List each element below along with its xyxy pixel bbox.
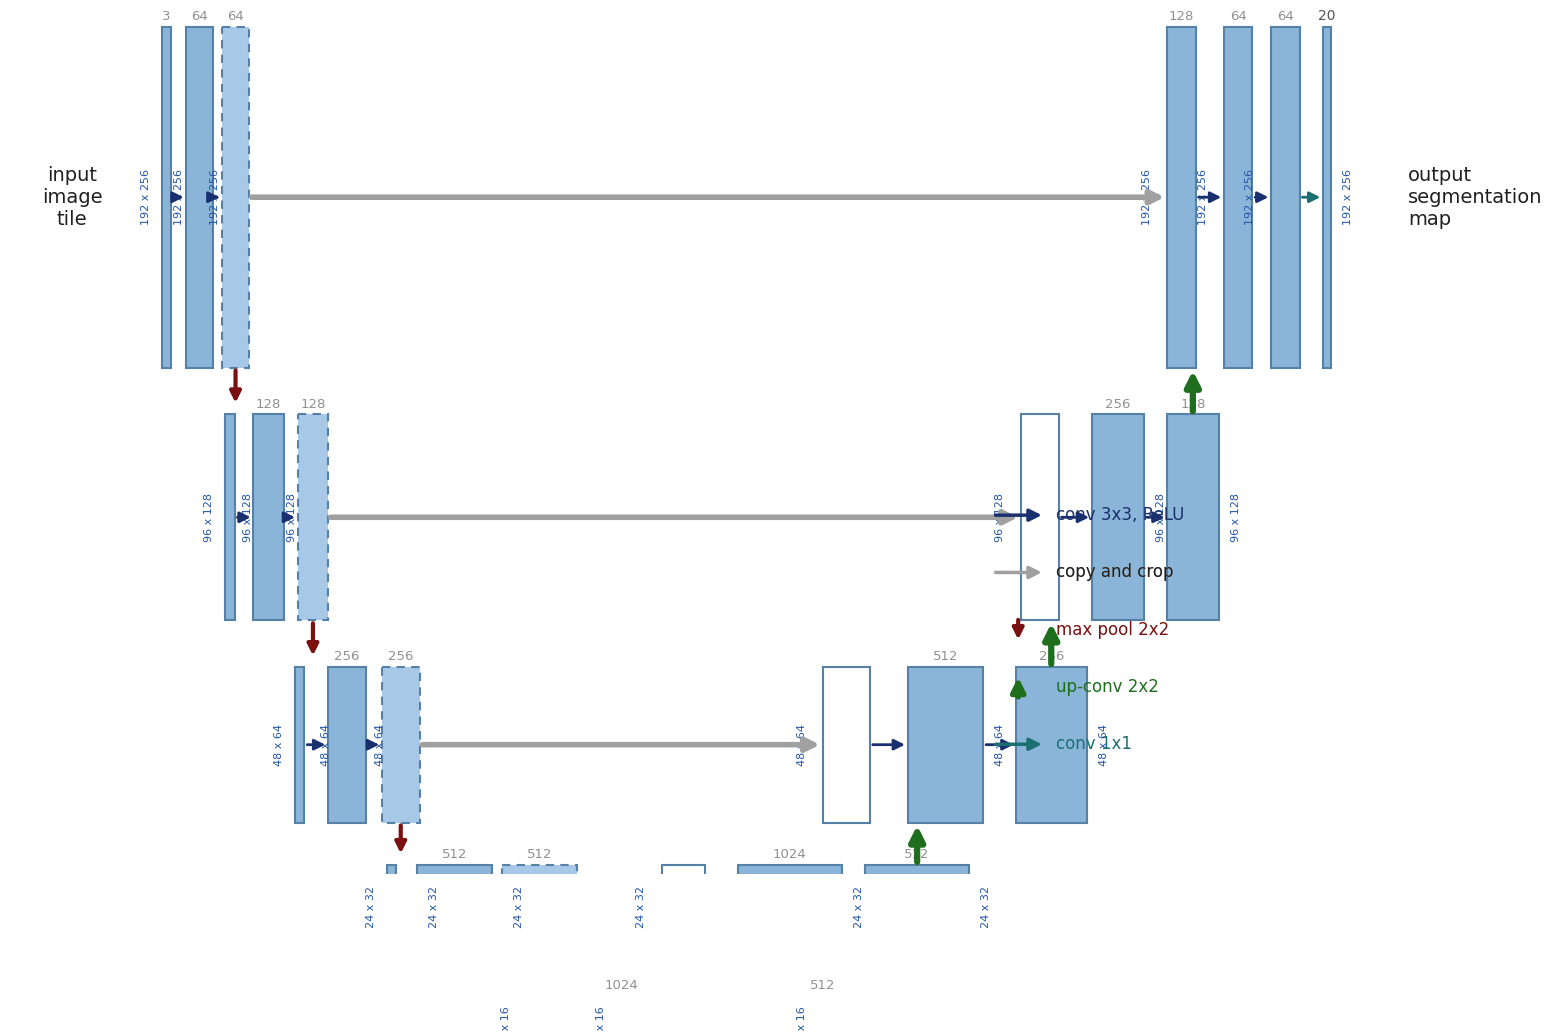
Text: 48 x 64: 48 x 64 [274, 724, 285, 766]
Bar [865, 865, 969, 949]
Bar [328, 667, 365, 823]
Text: max pool 2x2: max pool 2x2 [1056, 621, 1169, 639]
Bar [569, 996, 673, 1036]
Bar [476, 996, 578, 1036]
Text: 128: 128 [1180, 398, 1205, 410]
Bar [662, 865, 704, 949]
Text: 48 x 64: 48 x 64 [375, 724, 386, 766]
Bar [1022, 414, 1059, 621]
Bar [1272, 27, 1300, 368]
Text: 256: 256 [334, 651, 359, 663]
Text: 512: 512 [933, 651, 958, 663]
Bar [295, 667, 305, 823]
Text: 96 x 128: 96 x 128 [1232, 493, 1241, 542]
Bar [253, 414, 283, 621]
Text: 512: 512 [442, 848, 468, 861]
Text: 64: 64 [1277, 10, 1294, 23]
Text: 128: 128 [1169, 10, 1194, 23]
Text: 192 x 256: 192 x 256 [210, 169, 219, 225]
Bar [737, 865, 841, 949]
Text: 1024: 1024 [773, 848, 807, 861]
Text: 24 x 32: 24 x 32 [854, 886, 863, 928]
Text: 512: 512 [527, 848, 552, 861]
Text: 48 x 64: 48 x 64 [1099, 724, 1109, 766]
Bar [823, 667, 869, 823]
Text: 48 x 64: 48 x 64 [995, 724, 1005, 766]
Text: 256: 256 [1104, 398, 1130, 410]
Text: 64: 64 [191, 10, 208, 23]
Text: 20: 20 [1319, 9, 1336, 23]
Text: 48 x 64: 48 x 64 [322, 724, 331, 766]
Text: 96 x 128: 96 x 128 [288, 493, 297, 542]
Bar [771, 996, 875, 1036]
Text: 96 x 128: 96 x 128 [995, 493, 1005, 542]
Text: conv 3x3, ReLU: conv 3x3, ReLU [1056, 507, 1185, 524]
Bar [1092, 414, 1144, 621]
Text: 64: 64 [1230, 10, 1247, 23]
Text: 512: 512 [905, 848, 930, 861]
Text: 64: 64 [227, 10, 244, 23]
Text: 24 x 32: 24 x 32 [636, 886, 647, 928]
Bar [1323, 27, 1331, 368]
Text: 96 x 128: 96 x 128 [1155, 493, 1166, 542]
Text: 96 x 128: 96 x 128 [243, 493, 253, 542]
Text: 192 x 256: 192 x 256 [1141, 169, 1152, 225]
Text: 24 x 32: 24 x 32 [981, 886, 991, 928]
Text: 24 x 32: 24 x 32 [429, 886, 439, 928]
Text: 512: 512 [810, 979, 835, 991]
Bar [383, 667, 420, 823]
Text: 1024: 1024 [605, 979, 639, 991]
Bar [417, 865, 493, 949]
Text: 48 x 64: 48 x 64 [798, 724, 807, 766]
Text: output
segmentation
map: output segmentation map [1409, 166, 1543, 229]
Text: 256: 256 [1039, 651, 1064, 663]
Bar [187, 27, 213, 368]
Text: copy and crop: copy and crop [1056, 564, 1174, 581]
Bar [299, 414, 328, 621]
Text: up-conv 2x2: up-conv 2x2 [1056, 678, 1158, 696]
Text: 96 x 128: 96 x 128 [204, 493, 215, 542]
Bar [225, 414, 235, 621]
Text: input
image
tile: input image tile [42, 166, 103, 229]
Text: 192 x 256: 192 x 256 [1199, 169, 1208, 225]
Bar [1224, 27, 1252, 368]
Bar [1017, 667, 1087, 823]
Bar [502, 865, 577, 949]
Text: 128: 128 [257, 398, 281, 410]
Text: 12 x 16: 12 x 16 [596, 1006, 606, 1036]
Text: 128: 128 [300, 398, 325, 410]
Text: copy and crop: copy and crop [1056, 564, 1174, 581]
Bar [1168, 27, 1196, 368]
Text: 192 x 256: 192 x 256 [1342, 169, 1353, 225]
Text: 3: 3 [162, 10, 171, 23]
Text: 24 x 32: 24 x 32 [513, 886, 524, 928]
Text: 192 x 256: 192 x 256 [174, 169, 183, 225]
Text: 24 x 32: 24 x 32 [365, 886, 376, 928]
Bar [162, 27, 171, 368]
Text: 256: 256 [389, 651, 414, 663]
Bar [908, 667, 983, 823]
Bar [387, 865, 397, 949]
Text: 12 x 16: 12 x 16 [502, 1006, 512, 1036]
Text: 192 x 256: 192 x 256 [142, 169, 151, 225]
Text: 12 x 16: 12 x 16 [798, 1006, 807, 1036]
Bar [1168, 414, 1219, 621]
Bar [222, 27, 249, 368]
Text: conv 1x1: conv 1x1 [1056, 736, 1132, 753]
Text: 192 x 256: 192 x 256 [1246, 169, 1255, 225]
